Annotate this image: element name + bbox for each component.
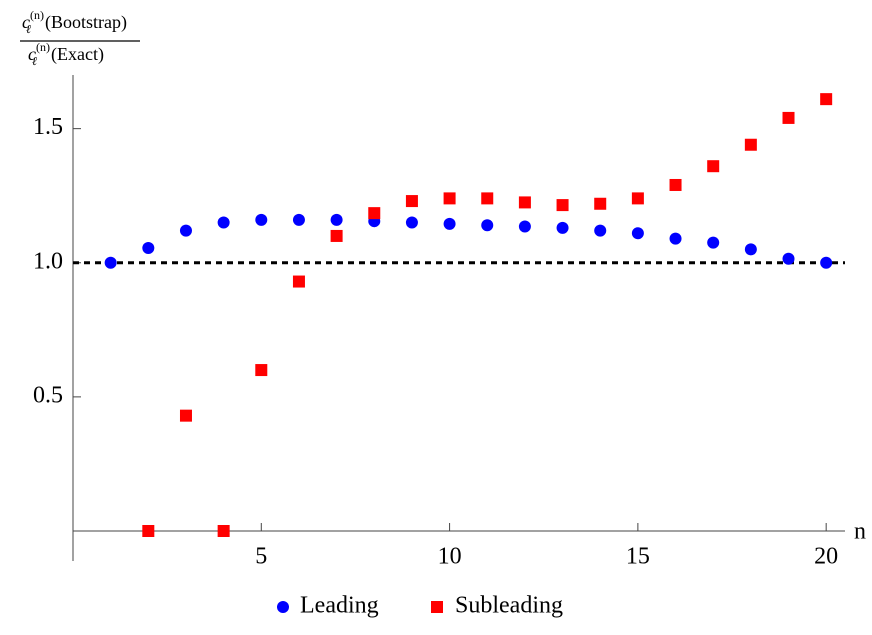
point (292, 275, 305, 288)
point (255, 213, 268, 226)
x-tick-label: 20 (814, 544, 838, 570)
point (179, 224, 192, 237)
x-tick-label: 15 (626, 544, 650, 570)
point (820, 256, 833, 269)
point (292, 213, 305, 226)
y-label: c(n) ℓ (Bootstrap) c(n) ℓ (Exact) (20, 8, 140, 68)
point (631, 227, 644, 240)
x-tick-label: 5 (255, 544, 267, 570)
point (594, 197, 607, 210)
legend-marker (431, 601, 443, 613)
point (518, 196, 531, 209)
y-tick-label: 1.5 (33, 114, 63, 140)
point (556, 221, 569, 234)
point (707, 236, 720, 249)
point (707, 160, 720, 173)
legend-label: Subleading (455, 593, 563, 619)
y-tick-label: 0.5 (33, 382, 63, 408)
point (142, 242, 155, 255)
point (405, 195, 418, 208)
point (782, 111, 795, 124)
point (556, 199, 569, 212)
point (330, 229, 343, 242)
point (330, 213, 343, 226)
point (255, 364, 268, 377)
point (104, 256, 117, 269)
y-label-denominator: c(n) ℓ (Exact) (28, 40, 104, 68)
point (631, 192, 644, 205)
point (820, 93, 833, 106)
x-tick-label: 10 (438, 544, 462, 570)
point (443, 217, 456, 230)
point (142, 525, 155, 537)
point (782, 252, 795, 265)
point (669, 178, 682, 191)
legend-marker (277, 601, 289, 613)
y-label-numerator: c(n) ℓ (Bootstrap) (22, 8, 127, 36)
point (368, 207, 381, 220)
legend-label: Leading (300, 593, 379, 619)
point (594, 224, 607, 237)
point (217, 525, 230, 537)
y-tick-label: 1.0 (33, 248, 63, 274)
point (481, 219, 494, 232)
x-label: n (854, 519, 866, 545)
point (669, 232, 682, 245)
point (518, 220, 531, 233)
point (744, 138, 757, 151)
point (179, 409, 192, 422)
point (481, 192, 494, 205)
point (217, 216, 230, 229)
point (405, 216, 418, 229)
point (744, 243, 757, 256)
point (443, 192, 456, 205)
